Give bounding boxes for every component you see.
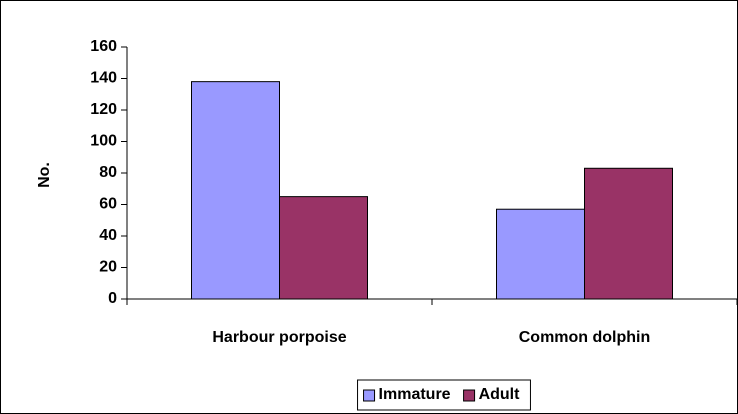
bar bbox=[191, 81, 280, 300]
y-tick-label: 40 bbox=[99, 227, 117, 244]
bar bbox=[496, 208, 585, 300]
y-tick-label: 60 bbox=[99, 196, 117, 213]
bar bbox=[279, 196, 368, 300]
y-tick-label: 20 bbox=[99, 259, 117, 276]
legend-label: Immature bbox=[379, 386, 451, 403]
legend-label: Adult bbox=[479, 386, 521, 403]
x-tick-label: Common dolphin bbox=[519, 329, 651, 346]
legend-box bbox=[357, 379, 531, 411]
y-tick-label: 160 bbox=[90, 38, 117, 55]
y-tick-label: 140 bbox=[90, 70, 117, 87]
legend-swatch bbox=[363, 389, 376, 402]
y-tick-label: 80 bbox=[99, 164, 117, 181]
bar bbox=[584, 167, 673, 300]
y-tick-label: 0 bbox=[108, 290, 117, 307]
legend-swatch bbox=[463, 389, 476, 402]
y-axis-label: No. bbox=[36, 162, 53, 188]
y-tick-label: 100 bbox=[90, 133, 117, 150]
x-tick-label: Harbour porpoise bbox=[212, 329, 346, 346]
y-tick-label: 120 bbox=[90, 101, 117, 118]
